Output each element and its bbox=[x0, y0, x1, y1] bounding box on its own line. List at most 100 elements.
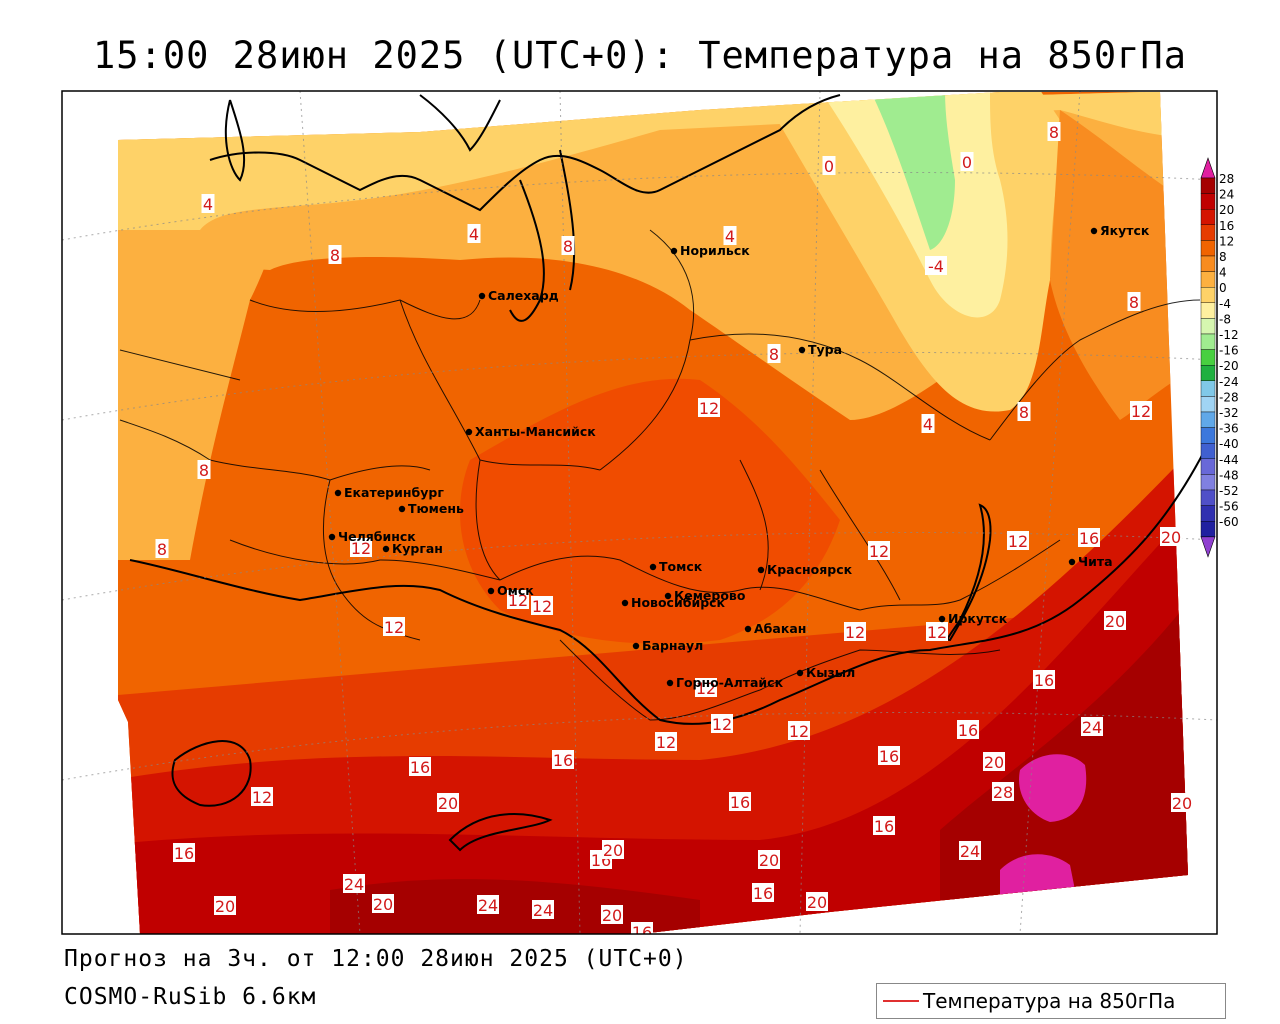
svg-text:16: 16 bbox=[174, 844, 194, 863]
svg-text:8: 8 bbox=[1049, 123, 1059, 142]
colorbar-swatch bbox=[1200, 224, 1216, 241]
region-borders bbox=[119, 229, 1201, 721]
colorbar-tick-label: -32 bbox=[1219, 406, 1239, 420]
map-title: 15:00 28июн 2025 (UTC+0): Температура на… bbox=[93, 34, 1187, 77]
isotherm-label: 12 bbox=[844, 622, 866, 642]
city-marker: Норильск bbox=[670, 243, 750, 258]
colorbar-tick-label: -12 bbox=[1219, 328, 1239, 342]
city-label: Ханты-Мансийск bbox=[475, 424, 596, 439]
svg-text:20: 20 bbox=[215, 897, 235, 916]
isotherm-label: 20 bbox=[806, 892, 828, 912]
colorbar-swatch bbox=[1200, 505, 1216, 522]
svg-text:12: 12 bbox=[252, 788, 272, 807]
colorbar-swatch bbox=[1200, 287, 1216, 304]
colorbar-swatch bbox=[1200, 411, 1216, 428]
city-label: Якутск bbox=[1100, 223, 1150, 238]
map-frame bbox=[61, 90, 1218, 935]
isotherm-label: 24 bbox=[1081, 717, 1103, 737]
isotherm-label: 12 bbox=[695, 678, 717, 698]
coastlines-and-borders bbox=[129, 94, 1211, 852]
model-caption: COSMO-RuSib 6.6км bbox=[64, 984, 317, 1010]
svg-text:8: 8 bbox=[563, 237, 573, 256]
city-marker: Екатеринбург bbox=[334, 485, 444, 500]
city-marker: Иркутск bbox=[938, 611, 1008, 626]
colorbar-swatch bbox=[1200, 177, 1216, 194]
colorbar-swatch bbox=[1200, 302, 1216, 319]
isotherm-label: 20 bbox=[758, 850, 780, 870]
city-marker: Ханты-Мансийск bbox=[465, 424, 596, 439]
city-marker: Чита bbox=[1068, 554, 1113, 569]
city-label: Красноярск bbox=[767, 562, 853, 577]
svg-text:12: 12 bbox=[351, 539, 371, 558]
city-label: Чита bbox=[1078, 554, 1113, 569]
svg-text:24: 24 bbox=[478, 896, 498, 915]
svg-text:12: 12 bbox=[656, 733, 676, 752]
city-label: Салехард bbox=[488, 288, 559, 303]
svg-text:8: 8 bbox=[1019, 403, 1029, 422]
city-dot bbox=[666, 679, 674, 687]
svg-text:16: 16 bbox=[958, 721, 978, 740]
colorbar-tick-label: -52 bbox=[1219, 484, 1239, 498]
svg-text:20: 20 bbox=[759, 851, 779, 870]
city-dot bbox=[670, 247, 678, 255]
isotherm-label: 20 bbox=[1104, 611, 1126, 631]
city-dot bbox=[465, 428, 473, 436]
isotherm-label: 16 bbox=[631, 922, 653, 942]
svg-text:20: 20 bbox=[602, 906, 622, 925]
city-dot bbox=[664, 592, 672, 600]
legend-box: Температура на 850гПа bbox=[876, 983, 1226, 1019]
isotherm-label: 0 bbox=[822, 156, 836, 176]
city-marker: Горно-Алтайск bbox=[666, 675, 784, 690]
svg-text:16: 16 bbox=[879, 747, 899, 766]
isotherm-label: 8 bbox=[767, 344, 781, 364]
isotherm-label: 12 bbox=[868, 541, 890, 561]
isotherm-label: 8 bbox=[155, 539, 169, 559]
colorbar-swatch bbox=[1200, 271, 1216, 288]
graticule bbox=[62, 91, 1217, 934]
isotherm-label: 20 bbox=[437, 793, 459, 813]
city-marker: Кызыл bbox=[796, 665, 855, 680]
svg-text:16: 16 bbox=[753, 884, 773, 903]
svg-text:24: 24 bbox=[1082, 718, 1102, 737]
svg-text:20: 20 bbox=[603, 841, 623, 860]
city-marker: Кемерово bbox=[664, 588, 746, 603]
isotherm-label: 12 bbox=[507, 590, 529, 610]
isotherm-label: 16 bbox=[173, 843, 195, 863]
city-label: Курган bbox=[392, 541, 443, 556]
svg-text:-4: -4 bbox=[928, 257, 944, 276]
isotherm-label: 16 bbox=[878, 746, 900, 766]
isotherm-label: 16 bbox=[552, 750, 574, 770]
svg-text:20: 20 bbox=[984, 753, 1004, 772]
city-dot bbox=[757, 566, 765, 574]
isotherm-label: 8 bbox=[197, 460, 211, 480]
svg-text:12: 12 bbox=[696, 679, 716, 698]
city-marker: Барнаул bbox=[632, 638, 703, 653]
isotherm-label: 12 bbox=[251, 787, 273, 807]
colorbar-tick-label: -56 bbox=[1219, 500, 1239, 514]
colorbar-swatch bbox=[1200, 193, 1216, 210]
svg-text:8: 8 bbox=[1129, 293, 1139, 312]
city-marker: Салехард bbox=[478, 288, 559, 303]
colorbar-tick-label: 20 bbox=[1219, 203, 1234, 217]
isotherm-label: 12 bbox=[383, 617, 405, 637]
city-label: Кемерово bbox=[674, 588, 746, 603]
isotherm-label: 12 bbox=[698, 398, 720, 418]
colorbar-swatch bbox=[1200, 208, 1216, 225]
city-label: Абакан bbox=[754, 621, 806, 636]
colorbar-tick-label: -44 bbox=[1219, 453, 1239, 467]
isotherm-label: 20 bbox=[1171, 793, 1193, 813]
colorbar-swatch bbox=[1200, 318, 1216, 335]
svg-text:16: 16 bbox=[632, 923, 652, 942]
city-label: Новосибирск bbox=[631, 595, 726, 610]
forecast-caption: Прогноз на 3ч. от 12:00 28июн 2025 (UTC+… bbox=[64, 946, 688, 972]
svg-text:20: 20 bbox=[1172, 794, 1192, 813]
colorbar-tick-label: -4 bbox=[1219, 297, 1231, 311]
isotherm-label: 4 bbox=[723, 226, 737, 246]
city-dot bbox=[798, 346, 806, 354]
isotherm-label: 8 bbox=[1017, 402, 1031, 422]
svg-text:20: 20 bbox=[373, 895, 393, 914]
svg-text:16: 16 bbox=[730, 793, 750, 812]
city-marker: Омск bbox=[487, 583, 534, 598]
svg-text:12: 12 bbox=[1131, 402, 1151, 421]
